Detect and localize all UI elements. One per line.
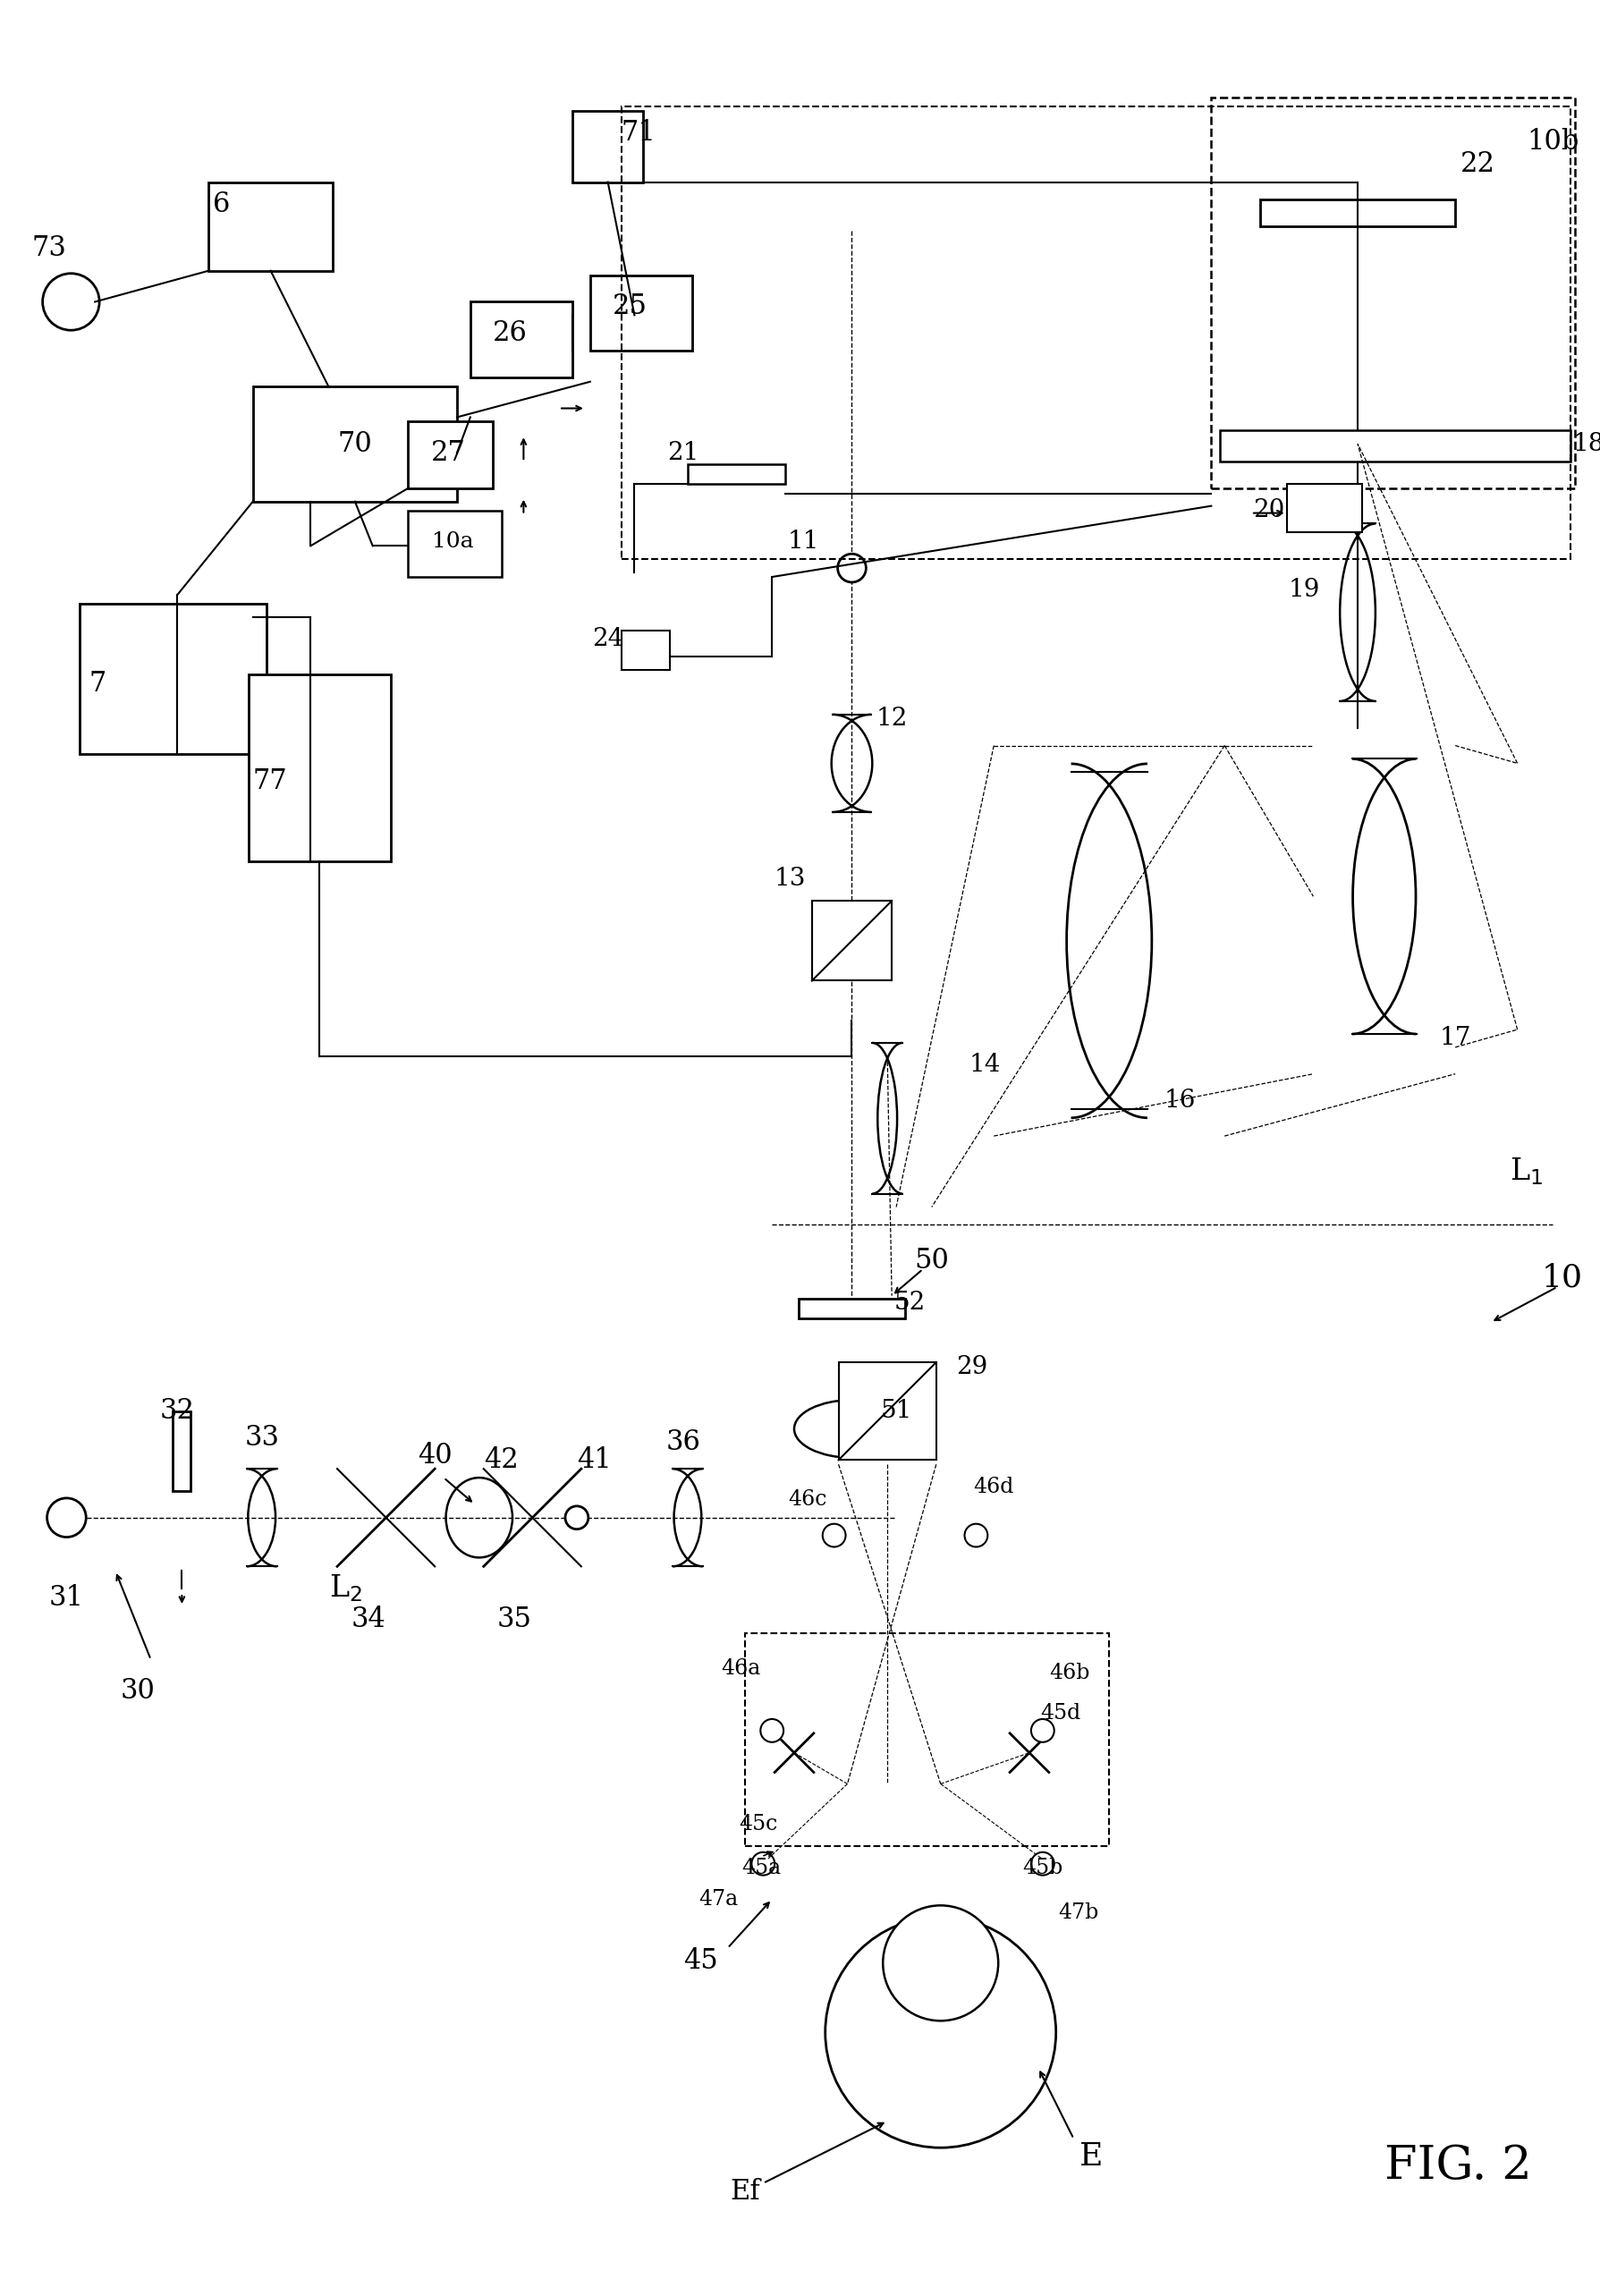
Bar [621,106,1571,560]
Bar [688,464,786,484]
Text: 18: 18 [1573,432,1600,457]
Text: 11: 11 [787,530,819,553]
Circle shape [838,553,866,583]
Circle shape [822,1525,846,1548]
Text: 71: 71 [621,119,656,147]
Text: 47a: 47a [699,1890,739,1910]
Text: 36: 36 [666,1428,701,1456]
Text: 46c: 46c [789,1490,827,1511]
Text: 10a: 10a [432,530,474,551]
Text: 41: 41 [578,1446,611,1474]
Bar [838,1362,936,1460]
Bar [1261,200,1456,227]
Bar [746,1632,1109,1846]
Text: 73: 73 [32,234,66,262]
Bar [590,276,693,351]
Text: FIG. 2: FIG. 2 [1384,2142,1531,2188]
Circle shape [43,273,99,331]
Text: 45c: 45c [739,1814,778,1835]
Text: 45: 45 [683,1947,718,1975]
Text: 31: 31 [50,1584,83,1612]
Text: E: E [1080,2142,1104,2172]
Text: 25: 25 [613,292,648,319]
Text: 6: 6 [213,191,230,218]
Text: 46a: 46a [722,1658,760,1678]
Text: 21: 21 [667,441,699,464]
Text: 32: 32 [160,1398,195,1426]
Bar [408,422,493,489]
Text: 20: 20 [1253,498,1285,523]
Bar [1286,484,1362,533]
Text: 17: 17 [1440,1026,1470,1052]
Text: 30: 30 [120,1676,155,1704]
Bar [208,181,333,271]
Bar [173,1412,190,1490]
Bar [573,110,643,181]
Text: 45a: 45a [742,1857,781,1878]
Text: 35: 35 [498,1605,533,1632]
Text: 51: 51 [880,1398,912,1424]
Circle shape [1030,1853,1054,1876]
Text: 24: 24 [592,627,624,652]
Text: Ef: Ef [730,2179,760,2206]
Circle shape [883,1906,998,2020]
Text: 46d: 46d [973,1476,1014,1497]
Text: 50: 50 [914,1247,949,1274]
Bar [1221,432,1571,461]
Text: L$_2$: L$_2$ [330,1573,363,1605]
Circle shape [965,1525,987,1548]
Text: 12: 12 [875,707,907,730]
Bar [80,604,266,755]
Bar [621,629,670,670]
Bar [798,1300,906,1318]
Text: 16: 16 [1165,1088,1197,1114]
Bar [248,675,390,861]
Text: 46b: 46b [1050,1662,1090,1683]
Text: 47b: 47b [1058,1903,1098,1922]
Circle shape [760,1720,784,1743]
Text: 33: 33 [245,1424,280,1451]
Bar [470,301,573,377]
Text: 19: 19 [1288,579,1320,602]
Bar [408,510,501,576]
Circle shape [826,1917,1056,2147]
Text: 26: 26 [493,319,528,347]
Text: 40: 40 [418,1442,453,1469]
Text: 13: 13 [774,866,805,891]
Text: 29: 29 [955,1355,987,1380]
Text: 27: 27 [430,439,466,466]
Bar [253,386,458,501]
Text: 14: 14 [970,1054,1000,1077]
Text: 42: 42 [485,1446,518,1474]
Text: 77: 77 [253,767,288,794]
Text: 10: 10 [1541,1263,1582,1293]
Text: 45b: 45b [1022,1857,1062,1878]
Text: 70: 70 [338,429,373,457]
Circle shape [46,1497,86,1536]
Text: 52: 52 [894,1290,925,1316]
Circle shape [565,1506,589,1529]
Text: 45d: 45d [1040,1704,1080,1722]
Text: 22: 22 [1461,152,1494,179]
Text: L$_1$: L$_1$ [1510,1155,1542,1187]
Text: 10b: 10b [1528,129,1579,156]
Text: 34: 34 [350,1605,386,1632]
Bar [1211,99,1574,489]
Text: 7: 7 [88,670,106,698]
Bar [811,900,891,980]
Circle shape [1030,1720,1054,1743]
Circle shape [752,1853,774,1876]
